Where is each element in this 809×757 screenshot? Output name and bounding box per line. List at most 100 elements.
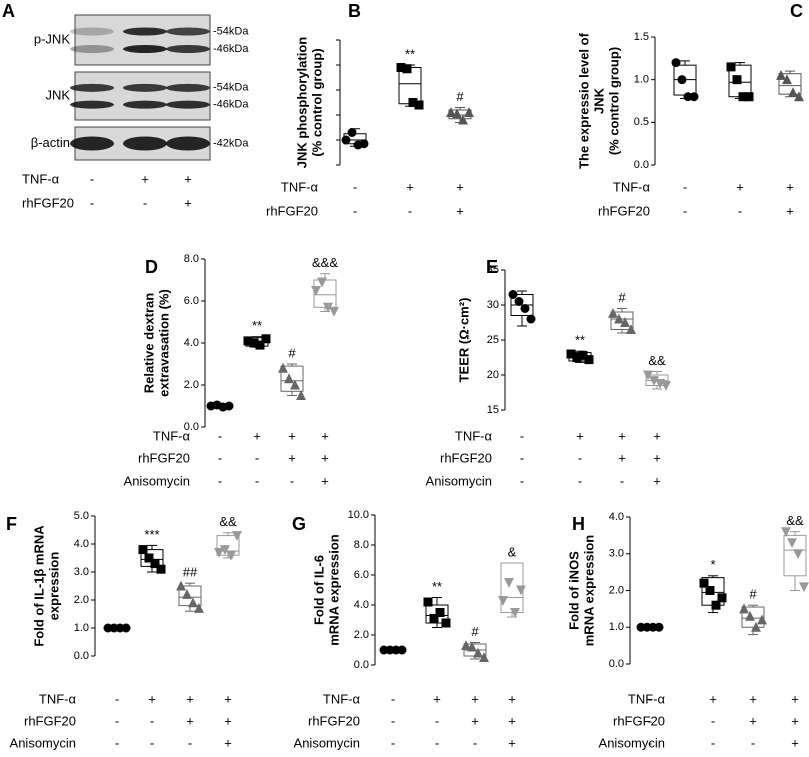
panel-letter: G — [292, 514, 306, 534]
significance: ** — [252, 318, 262, 333]
treatment-label: rhFGF20 — [598, 203, 650, 218]
data-point — [504, 578, 514, 588]
treatment-sign: - — [115, 735, 119, 750]
blot-size-label: -54kDa — [213, 82, 249, 94]
data-point — [226, 550, 236, 561]
data-point — [188, 597, 198, 608]
y-tick-label: 1.0 — [609, 621, 624, 633]
y-tick-label: 30 — [487, 299, 499, 311]
treatment-sign: - — [648, 735, 652, 750]
treatment-sign: + — [508, 691, 516, 706]
significance: # — [288, 345, 296, 360]
data-point — [793, 549, 803, 560]
box — [783, 534, 807, 577]
data-point — [566, 349, 576, 359]
y-axis-label: extravasation (%) — [156, 289, 171, 397]
treatment-label: TNF-α — [628, 691, 666, 706]
data-point — [671, 58, 681, 68]
y-tick-label: 2.0 — [74, 594, 89, 606]
treatment-sign: - — [290, 473, 294, 488]
data-point — [781, 527, 791, 538]
treatment-sign: - — [150, 713, 154, 728]
treatment-sign: - — [391, 691, 395, 706]
blot-band — [166, 83, 210, 92]
blot-band — [123, 45, 167, 53]
blot-size-label: -54kDa — [213, 25, 249, 37]
data-point — [643, 370, 653, 381]
treatment-sign: - — [353, 179, 357, 194]
treatment-sign: + — [576, 428, 584, 443]
treatment-sign: + — [253, 428, 261, 443]
treatment-sign: - — [683, 203, 687, 218]
treatment-sign: - — [150, 735, 154, 750]
treatment-sign: + — [224, 735, 232, 750]
treatment-sign: + — [791, 735, 799, 750]
data-point — [296, 390, 306, 400]
data-point — [429, 614, 439, 623]
data-point — [414, 100, 424, 110]
treatment-sign: - — [391, 735, 395, 750]
treatment-sign: - — [218, 450, 222, 465]
treatment-sign: - — [578, 450, 582, 465]
blot-band — [123, 100, 167, 109]
treatment-sign: + — [471, 691, 479, 706]
treatment-sign: - — [648, 713, 652, 728]
data-point — [520, 304, 530, 313]
blot-band — [123, 136, 167, 151]
data-point — [261, 334, 271, 344]
blot-frame — [74, 71, 211, 121]
panel-letter: B — [348, 1, 361, 21]
treatment-label: TNF-α — [323, 691, 361, 706]
data-point — [461, 640, 471, 650]
treatment-sign: - — [648, 691, 652, 706]
panel-letter: H — [572, 514, 585, 534]
data-point — [467, 641, 477, 652]
y-axis-label: (% control group) — [309, 48, 324, 156]
treatment-label: rhFGF20 — [308, 713, 360, 728]
treatment-sign: + — [186, 713, 194, 728]
y-tick-label: 4.0 — [609, 511, 624, 523]
y-tick-label: 0.5 — [634, 116, 649, 128]
data-point — [620, 317, 630, 327]
treatment-sign: + — [786, 179, 794, 194]
treatment-sign: - — [578, 473, 582, 488]
data-point — [794, 91, 804, 102]
y-tick-label: 1.0 — [74, 622, 89, 634]
treatment-label: TNF-α — [281, 179, 319, 194]
treatment-sign: - — [353, 203, 357, 218]
y-axis-label: Relative dextran — [141, 293, 156, 393]
data-point — [572, 353, 582, 362]
data-point — [739, 603, 749, 614]
data-point — [661, 381, 671, 391]
panel-letter: A — [2, 1, 15, 21]
y-axis-label: Fold of IL-1β mRNA — [31, 525, 46, 647]
treatment-sign: - — [255, 473, 259, 488]
panel-letter: C — [790, 1, 803, 21]
significance: && — [219, 514, 237, 529]
treatment-sign: - — [711, 713, 715, 728]
significance: * — [710, 557, 715, 572]
data-point — [446, 107, 456, 117]
y-tick-label: 6.0 — [184, 295, 199, 307]
treatment-sign: - — [738, 203, 742, 218]
y-tick-label: 35 — [487, 264, 499, 276]
blot-band — [166, 45, 210, 53]
y-tick-label: 8.0 — [184, 253, 199, 265]
treatment-sign: - — [620, 473, 624, 488]
treatment-sign: - — [408, 203, 412, 218]
data-point — [498, 596, 508, 606]
data-point — [249, 338, 259, 348]
data-point — [402, 64, 412, 74]
data-point — [243, 336, 253, 346]
treatment-sign: + — [456, 179, 464, 194]
y-axis-label: JNK — [591, 87, 606, 114]
blot-band — [166, 136, 210, 151]
treatment-sign: - — [751, 735, 755, 750]
data-point — [121, 623, 131, 633]
data-point — [397, 645, 407, 655]
y-tick-label: 4.0 — [184, 337, 199, 349]
data-point — [584, 355, 594, 365]
y-tick-label: 0.0 — [184, 421, 199, 433]
treatment-sign: + — [141, 171, 149, 186]
data-point — [508, 290, 518, 299]
